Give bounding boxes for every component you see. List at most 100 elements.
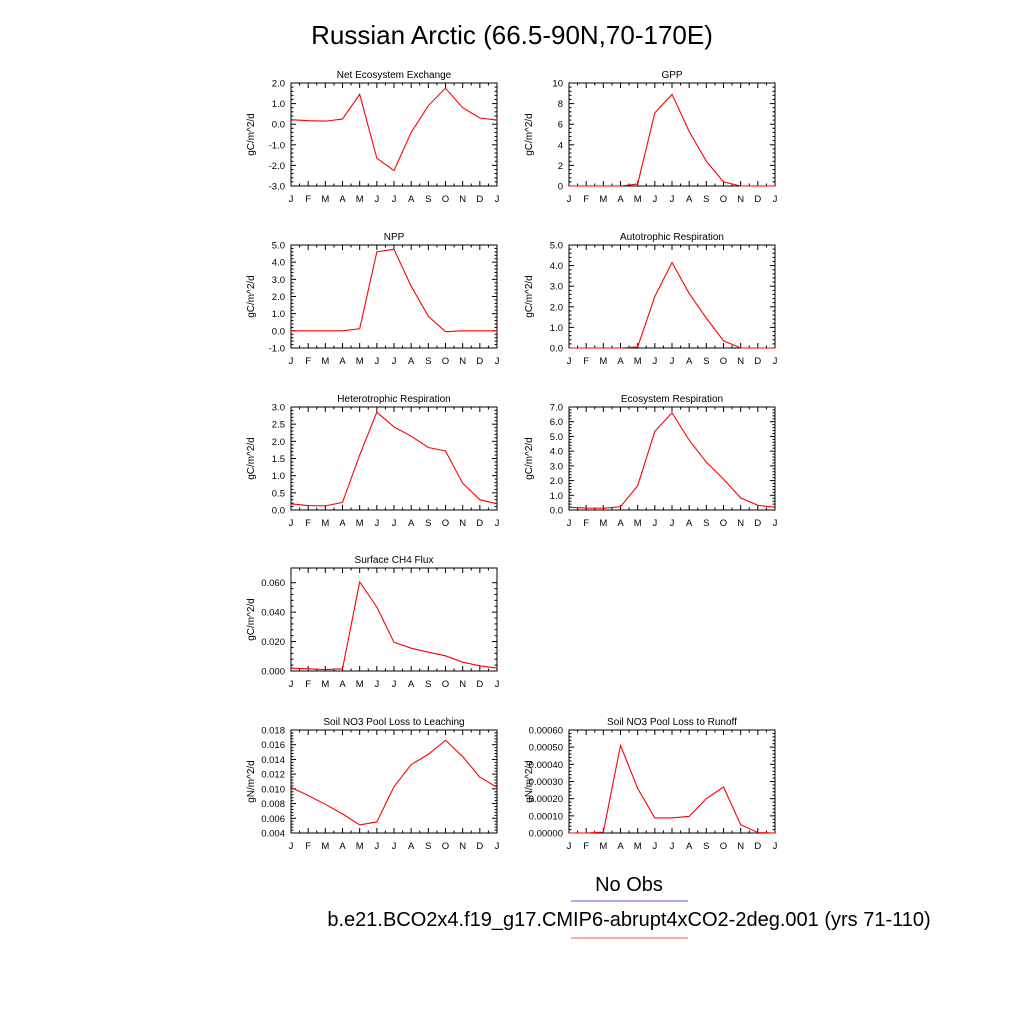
x-tick-label: F [583, 841, 589, 852]
x-tick-label: J [567, 518, 572, 529]
x-tick-label: M [321, 194, 329, 205]
x-tick-label: J [567, 356, 572, 367]
x-tick-label: A [408, 679, 415, 690]
y-tick-label: 0.00010 [529, 811, 563, 822]
x-tick-label: S [703, 194, 709, 205]
x-tick-label: D [476, 841, 483, 852]
x-tick-label: A [617, 194, 624, 205]
x-tick-label: J [567, 194, 572, 205]
panel-title: Ecosystem Respiration [621, 394, 723, 405]
y-tick-label: 1.0 [550, 491, 563, 502]
x-tick-label: J [374, 679, 379, 690]
panel-title: NPP [384, 232, 405, 243]
panel-title: Autotrophic Respiration [620, 232, 724, 243]
y-tick-label: 3.0 [550, 282, 563, 293]
x-tick-label: J [374, 841, 379, 852]
x-tick-label: J [773, 841, 778, 852]
x-tick-label: J [392, 194, 397, 205]
x-tick-label: M [321, 356, 329, 367]
x-tick-label: A [686, 841, 693, 852]
x-tick-label: J [773, 356, 778, 367]
x-tick-label: F [305, 194, 311, 205]
x-tick-label: J [670, 841, 675, 852]
legend-label: No Obs [595, 874, 663, 896]
x-tick-label: M [634, 356, 642, 367]
x-tick-label: S [425, 194, 431, 205]
y-tick-label: 0.008 [261, 799, 285, 810]
y-tick-label: -3.0 [269, 182, 285, 193]
x-tick-label: M [356, 841, 364, 852]
x-tick-label: J [392, 518, 397, 529]
series-line [569, 743, 776, 834]
x-tick-label: A [408, 841, 415, 852]
x-tick-label: F [305, 841, 311, 852]
y-tick-label: 3.0 [550, 461, 563, 472]
x-tick-label: D [476, 679, 483, 690]
y-tick-label: 0.012 [261, 770, 285, 781]
y-tick-label: 2.0 [272, 292, 285, 303]
y-tick-label: 0.020 [261, 637, 285, 648]
series-line [291, 248, 497, 333]
panel-title: Net Ecosystem Exchange [337, 70, 452, 81]
y-tick-label: 0.004 [261, 829, 285, 840]
x-tick-label: N [737, 518, 744, 529]
panel-title: GPP [661, 70, 682, 81]
x-tick-label: M [599, 194, 607, 205]
y-tick-label: 10 [552, 79, 563, 90]
y-axis-label: gC/m^2/d [246, 113, 257, 156]
y-tick-label: 5.0 [550, 241, 563, 252]
plot-frame [290, 729, 498, 834]
x-tick-label: J [773, 194, 778, 205]
x-tick-label: J [374, 194, 379, 205]
x-tick-label: M [599, 356, 607, 367]
panel-title: Surface CH4 Flux [355, 555, 434, 566]
y-tick-label: 0.018 [261, 726, 285, 737]
x-tick-label: N [459, 194, 466, 205]
x-tick-label: J [495, 356, 500, 367]
y-tick-label: 1.0 [550, 323, 563, 334]
plot-frame [290, 567, 498, 672]
x-tick-label: A [617, 356, 624, 367]
y-axis-label: gC/m^2/d [246, 275, 257, 318]
x-tick-label: J [670, 356, 675, 367]
x-tick-label: O [720, 841, 727, 852]
y-tick-label: 2 [558, 161, 563, 172]
x-tick-label: M [356, 518, 364, 529]
x-tick-label: M [634, 841, 642, 852]
x-tick-label: J [670, 194, 675, 205]
x-tick-label: S [425, 841, 431, 852]
x-tick-label: J [289, 356, 294, 367]
x-tick-label: M [356, 679, 364, 690]
y-tick-label: 8 [558, 99, 563, 110]
x-tick-label: N [459, 679, 466, 690]
x-tick-label: J [495, 518, 500, 529]
x-tick-label: D [476, 356, 483, 367]
y-tick-label: 6.0 [550, 417, 563, 428]
x-tick-label: M [634, 194, 642, 205]
y-tick-label: 0.00050 [529, 743, 563, 754]
y-tick-label: 0.0 [550, 344, 563, 355]
x-tick-label: M [321, 679, 329, 690]
x-tick-label: D [476, 518, 483, 529]
x-tick-label: A [339, 841, 346, 852]
y-tick-label: 2.0 [550, 302, 563, 313]
y-tick-label: 0.00030 [529, 777, 563, 788]
y-tick-label: 0.060 [261, 578, 285, 589]
y-tick-label: 0.014 [261, 755, 285, 766]
x-tick-label: O [442, 679, 449, 690]
x-tick-label: M [356, 356, 364, 367]
y-axis-label: gC/m^2/d [524, 113, 535, 156]
x-tick-label: D [754, 518, 761, 529]
x-tick-label: N [459, 356, 466, 367]
y-tick-label: 1.5 [272, 454, 285, 465]
x-tick-label: O [720, 518, 727, 529]
y-tick-label: 0.040 [261, 608, 285, 619]
x-tick-label: N [737, 841, 744, 852]
y-tick-label: 3.0 [272, 403, 285, 414]
